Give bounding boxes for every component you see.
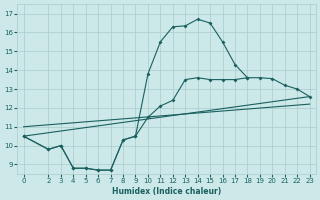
X-axis label: Humidex (Indice chaleur): Humidex (Indice chaleur) — [112, 187, 221, 196]
